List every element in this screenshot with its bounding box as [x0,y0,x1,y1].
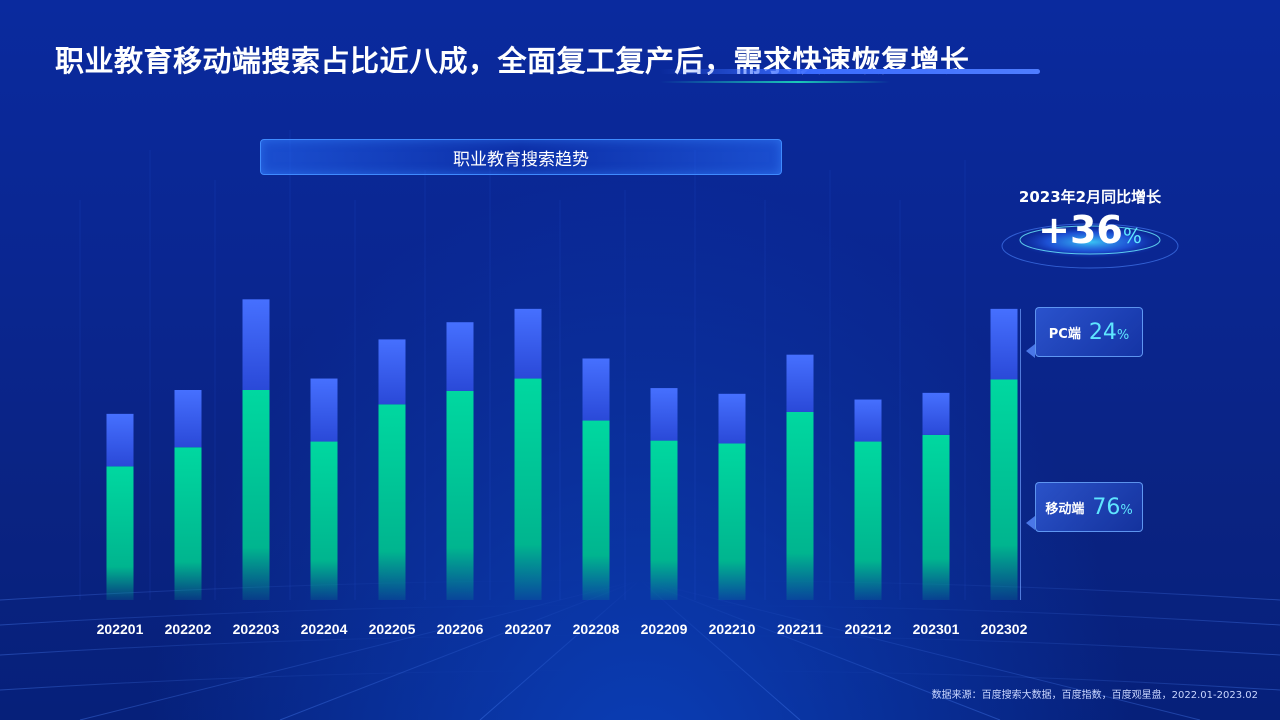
pc-share-number: 24 [1088,319,1117,345]
title-accent-line [660,81,890,83]
pc-share-unit: % [1116,327,1130,343]
bar-pc-202205 [378,339,406,405]
x-tick-label: 202204 [301,621,348,637]
x-tick-label: 202208 [573,621,620,637]
x-tick-label: 202202 [165,621,212,637]
mobile-share-box: 移动端 76% [1035,482,1143,532]
pc-share-box: PC端 24% [1035,307,1143,357]
bar-mobile-202202 [174,447,202,600]
x-tick-label: 202209 [641,621,688,637]
x-tick-label: 202302 [981,621,1028,637]
source-note: 数据来源：百度搜索大数据，百度指数，百度观星盘，2022.01-2023.02 [931,690,1258,701]
bar-mobile-202210 [718,443,746,600]
bar-mobile-202212 [854,441,882,600]
x-tick-label: 202201 [97,621,144,637]
x-tick-label: 202212 [845,621,892,637]
yoy-value: +36% [990,208,1190,252]
chart-title: 职业教育搜索趋势 [453,149,589,170]
bar-pc-202211 [786,354,814,412]
mobile-share-unit: % [1120,502,1133,518]
bar-pc-202203 [242,299,270,390]
bar-pc-202202 [174,390,202,448]
title-accent-bar [660,69,1040,74]
bar-pc-202210 [718,393,746,444]
x-tick-label: 202211 [777,621,823,637]
bar-mobile-202201 [106,466,134,600]
bar-mobile-202301 [922,434,950,600]
bar-mobile-202205 [378,404,406,600]
bar-pc-202302 [990,308,1018,380]
bar-mobile-202203 [242,390,270,600]
bar-pc-202204 [310,378,338,442]
bar-mobile-202207 [514,378,542,600]
yoy-label: 2023年2月同比增长 [1018,188,1162,206]
bar-pc-202207 [514,308,542,379]
mobile-share-value: 76% [1092,495,1132,520]
x-tick-label: 202301 [913,621,960,637]
bar-pc-202212 [854,399,882,442]
pc-share-value: 24% [1089,320,1129,345]
x-tick-label: 202210 [709,621,756,637]
bar-pc-202209 [650,388,678,441]
bar-pc-202201 [106,413,134,467]
bar-pc-202301 [922,392,950,435]
yoy-number: +36 [1038,208,1123,252]
mobile-share-label: 移动端 [1045,501,1085,517]
x-tick-label: 202205 [369,621,416,637]
pc-share-pointer [1026,344,1035,358]
mobile-share-pointer [1026,516,1035,530]
bar-pc-202206 [446,322,474,391]
pc-share-label: PC端 [1048,326,1081,342]
bar-mobile-202206 [446,390,474,600]
bar-mobile-202209 [650,440,678,600]
chart-title-box: 职业教育搜索趋势 [260,139,782,175]
bar-pc-202208 [582,358,610,421]
x-tick-label: 202206 [437,621,484,637]
bar-mobile-202211 [786,411,814,600]
bar-mobile-202204 [310,441,338,600]
yoy-unit: % [1122,224,1142,248]
bar-mobile-202208 [582,420,610,600]
mobile-share-number: 76 [1092,494,1121,520]
x-tick-label: 202203 [233,621,280,637]
x-tick-label: 202207 [505,621,552,637]
yoy-platform-graphic [1001,223,1179,269]
bar-mobile-202302 [990,379,1018,600]
